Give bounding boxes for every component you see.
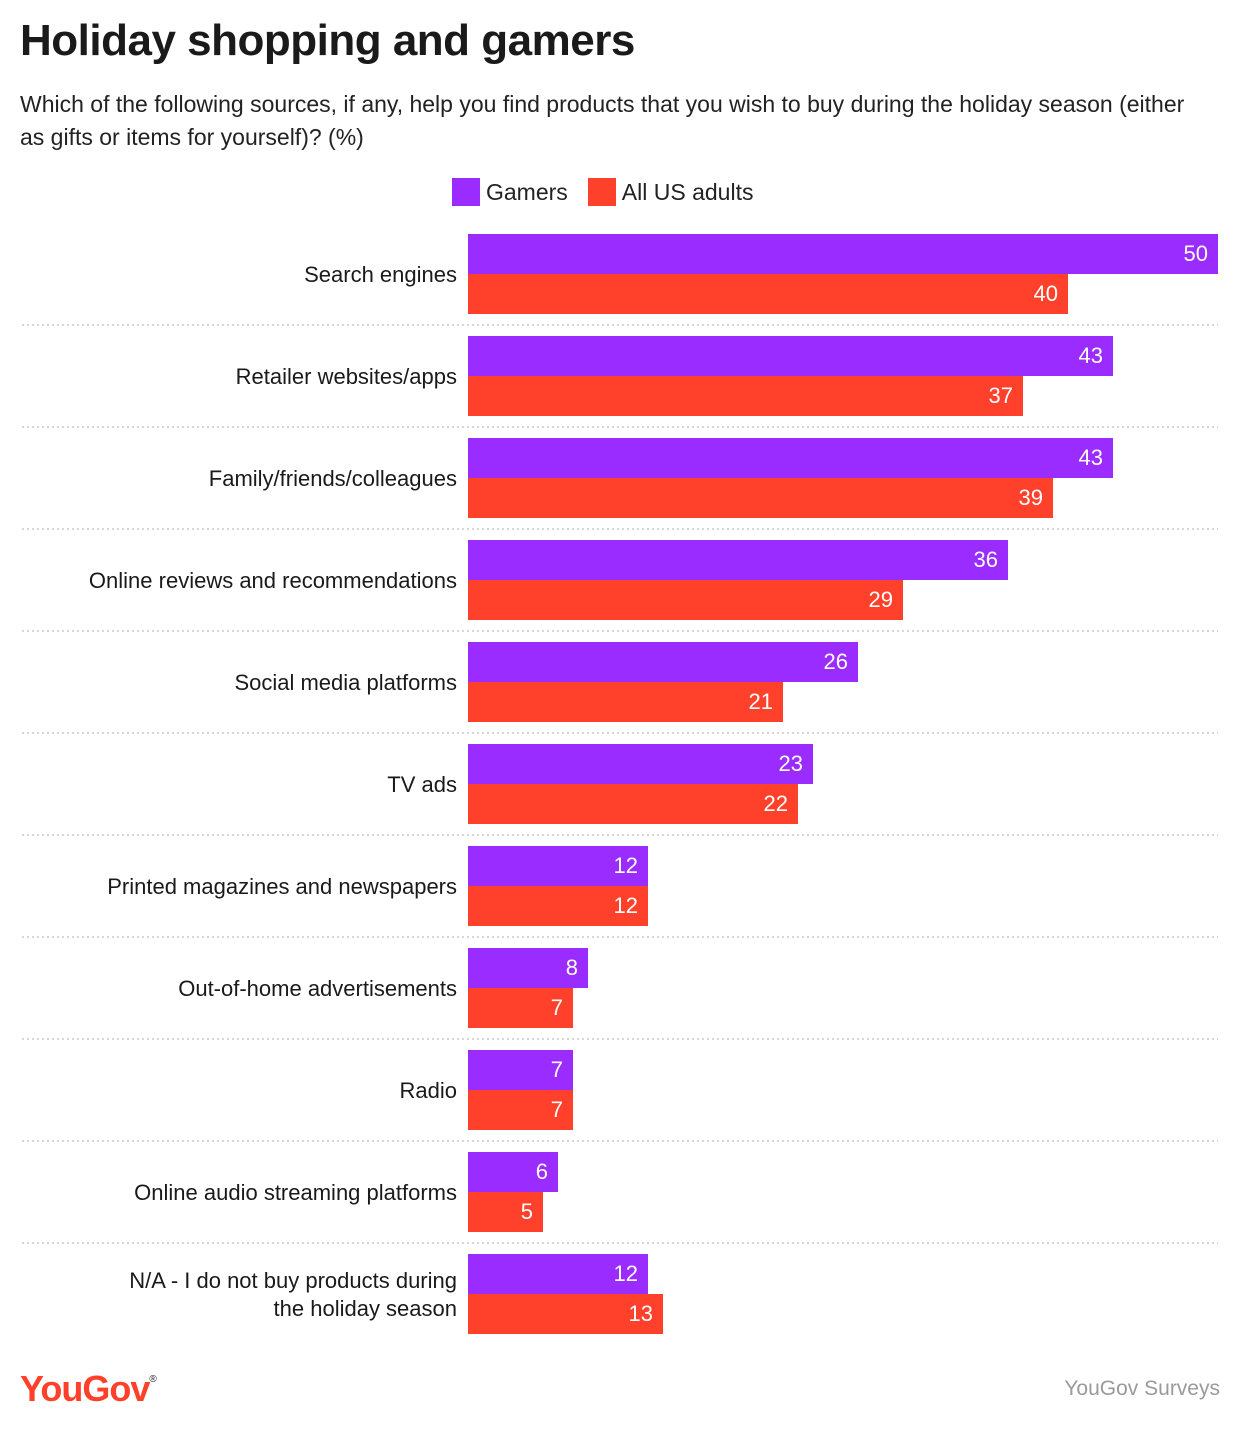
bar-all-us-adults [468,886,648,926]
bar-chart: Search engines 50 40 Retailer websites/apps… [22,234,1218,1334]
bar-all-us-adults [468,274,1068,314]
data-label: 12 [614,893,638,918]
legend-label-all-us-adults: All US adults [621,178,754,205]
category-label: Online audio streaming platforms [134,1180,457,1205]
bar-gamers [468,234,1218,274]
bar-all-us-adults [468,988,573,1028]
logo-text: YouGov [20,1368,150,1409]
legend-item-gamers: Gamers [452,178,568,206]
category-label: N/A - I do not buy products during [129,1268,457,1293]
bar-all-us-adults [468,784,798,824]
bar-all-us-adults [468,1294,663,1334]
category-label: Retailer websites/apps [236,364,457,389]
bar-all-us-adults [468,580,903,620]
bar-gamers [468,1254,648,1294]
data-label: 36 [974,547,998,572]
data-label: 23 [779,751,803,776]
data-label: 13 [629,1301,653,1326]
bar-gamers [468,438,1113,478]
data-label: 39 [1019,485,1043,510]
data-label: 22 [764,791,788,816]
bar-gamers [468,846,648,886]
category-label: Online reviews and recommendations [89,568,457,593]
bar-all-us-adults [468,376,1023,416]
category-label: Out-of-home advertisements [178,976,457,1001]
data-label: 7 [551,1097,563,1122]
data-label: 26 [824,649,848,674]
data-label: 12 [614,853,638,878]
bar-gamers [468,540,1008,580]
data-label: 43 [1079,445,1103,470]
yougov-logo: YouGov® [20,1368,157,1409]
bar-gamers [468,1152,558,1192]
data-label: 8 [566,955,578,980]
category-label: the holiday season [274,1296,457,1321]
data-label: 21 [749,689,773,714]
data-label: 12 [614,1261,638,1286]
bar-gamers [468,336,1113,376]
bar-gamers [468,1050,573,1090]
category-label: Search engines [304,262,457,287]
category-label: Printed magazines and newspapers [107,874,457,899]
data-label: 43 [1079,343,1103,368]
bar-gamers [468,744,813,784]
bar-all-us-adults [468,1192,543,1232]
bar-gamers [468,642,858,682]
data-label: 37 [989,383,1013,408]
data-label: 7 [551,1057,563,1082]
category-label: Radio [400,1078,457,1103]
data-label: 6 [536,1159,548,1184]
chart-title: Holiday shopping and gamers [20,16,635,65]
source-note: YouGov Surveys [1064,1377,1220,1400]
category-label: TV ads [387,772,457,797]
data-label: 40 [1034,281,1058,306]
chart-subtitle: Which of the following sources, if any, … [20,91,1185,150]
legend-swatch-gamers [452,178,480,206]
data-label: 5 [521,1199,533,1224]
data-label: 50 [1184,241,1208,266]
legend: Gamers All US adults [452,178,773,206]
bar-all-us-adults [468,1090,573,1130]
data-label: 29 [869,587,893,612]
legend-item-all-us-adults: All US adults [587,178,754,206]
legend-swatch-all-us-adults [587,178,616,206]
data-label: 7 [551,995,563,1020]
legend-label-gamers: Gamers [486,178,568,205]
category-label: Family/friends/colleagues [209,466,457,491]
category-label: Social media platforms [234,670,457,695]
bar-all-us-adults [468,682,783,722]
bar-all-us-adults [468,478,1053,518]
bar-gamers [468,948,588,988]
